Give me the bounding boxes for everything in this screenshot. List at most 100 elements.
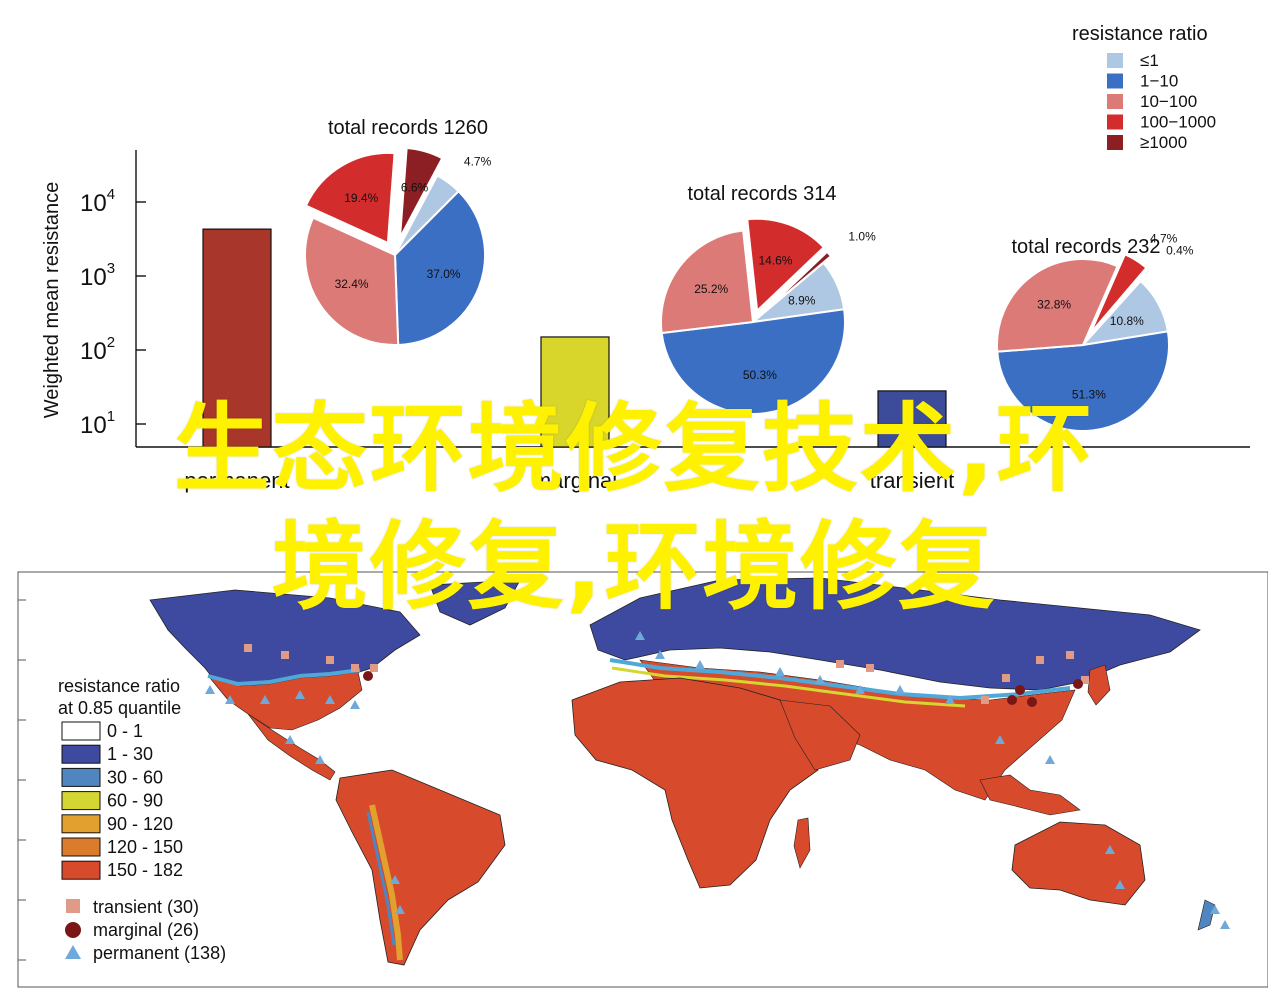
permanent-site-marker (225, 695, 235, 704)
greenland-land (429, 579, 521, 626)
pie-slice-≥1000 (399, 146, 444, 239)
pie-chart-3: total records 232 10.8% 51.3% 32.8% 4.7%0.4% (996, 231, 1194, 432)
pie-slice-label: 14.6% (758, 254, 792, 268)
transient-site-marker (866, 664, 874, 672)
x-category-label: marginal (533, 468, 617, 493)
map-legend-class-label: 120 - 150 (107, 837, 183, 857)
pie-slice-label: 50.3% (743, 368, 777, 382)
pie-legend-label: ≥1000 (1140, 133, 1187, 152)
permanent-site-marker (945, 695, 955, 704)
pie-slice-1−10 (996, 330, 1170, 432)
pie-slice-100−1000 (746, 217, 826, 313)
pie-slice-label: 51.3% (1072, 388, 1106, 402)
southeast-asia-land (979, 774, 1081, 816)
australia-land (1011, 821, 1146, 906)
pie-slice-10−100 (660, 229, 755, 335)
marginal-site-marker (363, 671, 373, 681)
pie-slice-1−10 (393, 189, 486, 346)
permanent-site-marker (815, 675, 825, 684)
eurasia-coastal-band (609, 658, 1071, 701)
map-legend-class-label: 0 - 1 (107, 721, 143, 741)
permanent-site-marker (350, 700, 360, 709)
permanent-site-marker (295, 690, 305, 699)
pie-legend-label: 1−10 (1140, 72, 1178, 91)
map-legend-swatch (61, 860, 101, 880)
map-legend-swatch (61, 814, 101, 834)
map-graticule-ticks (18, 599, 26, 961)
permanent-site-marker (855, 685, 865, 694)
permanent-site-marker (1220, 920, 1230, 929)
map-legend-class-label: 150 - 182 (107, 860, 183, 880)
x-category-label: permanent (184, 468, 289, 493)
y-tick-label: 103 (80, 260, 115, 291)
pie-legend-label: 100−1000 (1140, 113, 1216, 132)
overlay-caption: 生态环境修复技术,环 境修复,环境修复 (0, 390, 1268, 626)
pie-slice-label: 37.0% (427, 267, 461, 281)
map-legend-class-label: 30 - 60 (107, 767, 163, 787)
permanent-site-marker (325, 695, 335, 704)
map-legend-title-2: at 0.85 quantile (58, 698, 181, 718)
africa-land (571, 677, 819, 889)
marginal-site-marker (1015, 685, 1025, 695)
pie-legend-label: 10−100 (1140, 92, 1197, 111)
permanent-site-marker (1045, 755, 1055, 764)
bar-permanent (202, 228, 272, 448)
transient-site-marker (244, 644, 252, 652)
permanent-site-marker (260, 695, 270, 704)
permanent-site-marker (395, 905, 405, 914)
pie-charts: total records 1260 4.7% 37.0% 32.4% 19.4% 6.6… (304, 117, 1194, 432)
pie-legend-label: ≤1 (1140, 51, 1159, 70)
permanent-site-marker (1115, 880, 1125, 889)
pie-slice-label: 6.6% (401, 181, 429, 195)
y-tick-label: 104 (80, 186, 115, 217)
pie-slice-label: 8.9% (788, 293, 816, 307)
pie-legend-title: resistance ratio (1072, 23, 1208, 45)
new-zealand-land (1197, 899, 1216, 931)
permanent-marker-icon (65, 945, 81, 959)
transient-site-marker (281, 651, 289, 659)
x-category-label: transient (870, 468, 954, 493)
y-tick-label: 102 (80, 334, 115, 365)
permanent-site-marker (995, 735, 1005, 744)
map-legend-swatch (61, 744, 101, 764)
transient-site-marker (351, 664, 359, 672)
pie-legend-swatch (1107, 94, 1123, 109)
y-axis-label: Weighted mean resistance (41, 182, 63, 418)
map-legend-swatch (61, 767, 101, 787)
bars (202, 228, 947, 448)
permanent-site-marker (1210, 905, 1220, 914)
permanent-site-marker (390, 875, 400, 884)
pie-slice-label: 25.2% (694, 282, 728, 296)
permanent-site-marker (895, 685, 905, 694)
pie-legend-swatch (1107, 114, 1123, 130)
pie-slice-100−1000 (304, 151, 396, 245)
pie-slice-label: 4.7% (464, 155, 492, 169)
eurasia-warm-band (611, 666, 966, 708)
overlay-line-1: 生态环境修复技术,环 (173, 393, 1095, 505)
permanent-site-marker (635, 631, 645, 640)
bar-marginal (540, 336, 610, 448)
pie-legend-swatch (1107, 73, 1123, 89)
map-legend-classes: 0 - 1 1 - 30 30 - 60 60 - 90 90 - 120 120 - 1… (61, 721, 183, 880)
pie-title: total records 232 (1012, 236, 1161, 258)
map-legend-marker-label: marginal (26) (93, 920, 199, 940)
permanent-site-marker (205, 685, 215, 694)
transient-site-marker (1036, 656, 1044, 664)
south-america-land (335, 769, 506, 966)
pie-slice-10−100 (304, 216, 400, 346)
pie-slice-label: 4.7% (1150, 231, 1178, 245)
pie-title: total records 1260 (328, 117, 488, 139)
pie-legend-swatch (1107, 135, 1123, 150)
japan-land (1087, 664, 1111, 706)
map-legend-swatch (61, 791, 101, 811)
pie-slice-10−100 (996, 258, 1119, 353)
andes-band (369, 804, 403, 961)
bar-transient (877, 390, 947, 448)
pie-chart-2: total records 314 8.9% 50.3% 25.2% 14.6% 1.0% (660, 183, 876, 415)
map-legend-title-1: resistance ratio (58, 676, 180, 696)
pie-title: total records 314 (688, 183, 837, 205)
